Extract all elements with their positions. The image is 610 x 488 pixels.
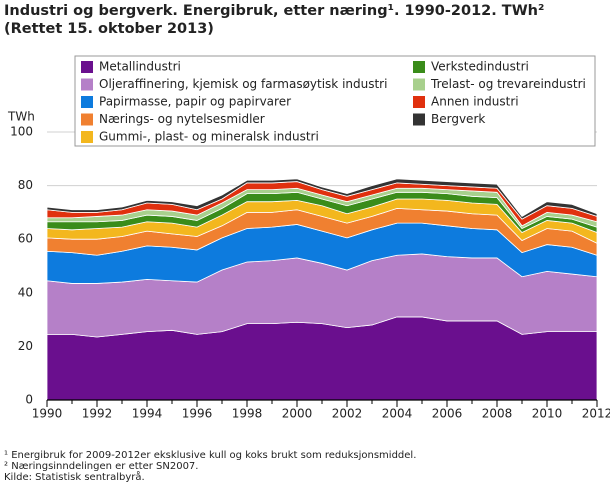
legend-label: Gummi-, plast- og mineralsk industri — [99, 130, 319, 144]
legend-label: Nærings- og nytelsesmidler — [99, 112, 265, 126]
y-tick-label: 0 — [25, 393, 33, 407]
x-tick-label: 2006 — [432, 407, 463, 421]
legend-swatch — [81, 131, 93, 143]
x-tick-label: 2008 — [482, 407, 513, 421]
legend-label: Papirmasse, papir og papirvarer — [99, 95, 291, 109]
legend-swatch — [81, 96, 93, 108]
y-tick-label: 60 — [18, 232, 33, 246]
legend-swatch — [413, 96, 425, 108]
x-tick-label: 2012 — [582, 407, 610, 421]
legend-label: Trelast- og trevareindustri — [430, 77, 586, 91]
y-tick-label: 20 — [18, 339, 33, 353]
x-tick-label: 1992 — [82, 407, 113, 421]
legend-label: Annen industri — [431, 95, 519, 109]
x-tick-label: 1998 — [232, 407, 263, 421]
x-tick-label: 2010 — [532, 407, 563, 421]
y-tick-label: 40 — [18, 285, 33, 299]
x-tick-label: 1996 — [182, 407, 213, 421]
legend-label: Metallindustri — [99, 60, 181, 74]
area — [46, 178, 598, 220]
legend-swatch — [81, 78, 93, 91]
footnote: Kilde: Statistisk sentralbyrå. — [4, 470, 145, 483]
y-axis-label: TWh — [7, 110, 35, 124]
x-tick-label: 1990 — [32, 407, 63, 421]
legend-swatch — [413, 78, 425, 91]
chart-subtitle: (Rettet 15. oktober 2013) — [4, 21, 214, 37]
legend-box — [74, 55, 596, 147]
x-tick-label: 1994 — [132, 407, 163, 421]
y-tick-label: 100 — [10, 125, 33, 139]
legend-swatch — [81, 113, 93, 126]
footnote: ¹ Energibruk for 2009-2012er eksklusive … — [4, 450, 416, 461]
x-tick-label: 2000 — [282, 407, 313, 421]
legend-swatch — [413, 113, 425, 126]
chart-title: Industri og bergverk. Energibruk, etter … — [4, 3, 544, 19]
legend-swatch — [81, 61, 93, 73]
legend-swatch — [413, 61, 425, 73]
footnote: ² Næringsinndelingen er etter SN2007. — [4, 461, 198, 472]
legend-label: Oljeraffinering, kjemisk og farmasøytisk… — [99, 77, 387, 91]
x-tick-label: 2002 — [332, 407, 363, 421]
legend-label: Verkstedindustri — [431, 60, 529, 74]
x-tick-label: 2004 — [382, 407, 413, 421]
y-tick-label: 80 — [18, 178, 33, 192]
legend-label: Bergverk — [431, 112, 485, 126]
